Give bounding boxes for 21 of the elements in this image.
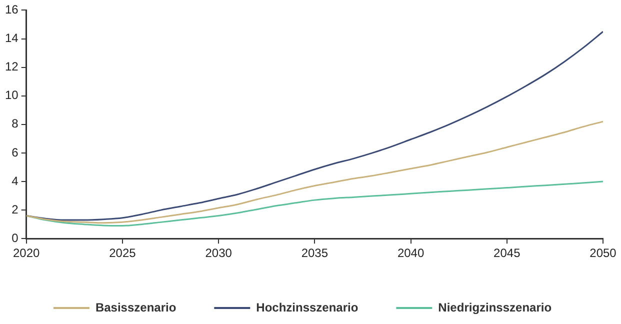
x-tick-label: 2035 <box>301 246 328 260</box>
y-tick-label: 14 <box>4 31 19 46</box>
y-tick-label: 6 <box>12 145 19 160</box>
legend-label: Niedrigzinsszenario <box>438 300 552 314</box>
line-series <box>26 120 603 224</box>
y-tick-label: 12 <box>4 60 19 74</box>
y-tick-label: 0 <box>12 230 19 245</box>
x-tick-label: 2020 <box>12 246 40 260</box>
x-tick-label: 2025 <box>109 246 136 260</box>
x-tick-label: 2045 <box>494 246 521 260</box>
y-tick-label: 8 <box>12 116 19 131</box>
x-tick-label: 2050 <box>590 246 617 260</box>
line-series <box>26 30 603 221</box>
legend-label: Basisszenario <box>95 300 176 314</box>
legend-label: Hochzinsszenario <box>256 300 358 314</box>
y-tick-label: 16 <box>4 2 19 17</box>
x-tick-label: 2030 <box>205 246 232 260</box>
y-tick-label: 2 <box>12 202 19 216</box>
y-tick-label: 10 <box>4 88 19 102</box>
y-tick-label: 4 <box>12 174 19 188</box>
x-tick-label: 2040 <box>397 246 424 260</box>
